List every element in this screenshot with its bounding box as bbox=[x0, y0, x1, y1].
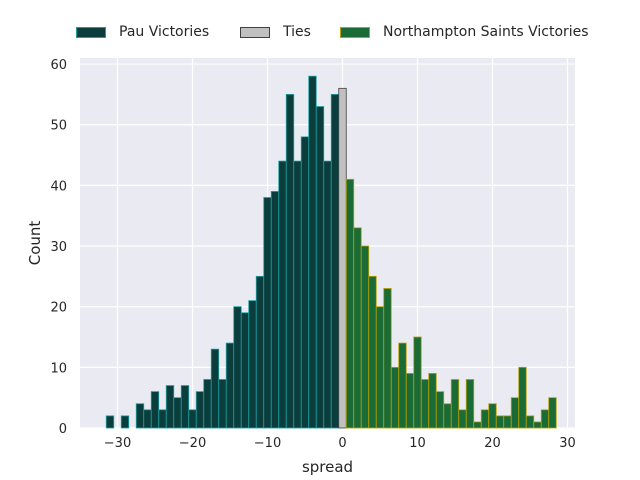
x-tick-label: 30 bbox=[559, 436, 576, 451]
x-tick-label: 10 bbox=[409, 436, 426, 451]
bars-group bbox=[105, 75, 557, 429]
bar-pau-victories bbox=[233, 306, 242, 429]
bar-pau-victories bbox=[323, 160, 332, 429]
x-tick-label: −30 bbox=[104, 436, 131, 451]
bar-northampton-saints-victories bbox=[368, 275, 377, 429]
y-tick-label: 30 bbox=[50, 240, 67, 255]
bar-northampton-saints-victories bbox=[443, 403, 452, 429]
x-axis-ticks: −30 −20 −10 0 10 20 30 bbox=[104, 436, 576, 451]
legend-item-northampton-victories: Northampton Saints Victories bbox=[340, 24, 589, 40]
bar-pau-victories bbox=[180, 385, 190, 429]
x-tick-label: 0 bbox=[338, 436, 346, 451]
bar-northampton-saints-victories bbox=[375, 306, 385, 429]
x-tick-label: −10 bbox=[254, 436, 281, 451]
y-tick-label: 0 bbox=[59, 422, 67, 437]
bar-northampton-saints-victories bbox=[518, 366, 527, 429]
bar-pau-victories bbox=[270, 191, 280, 429]
bar-pau-victories bbox=[195, 391, 205, 429]
bar-pau-victories bbox=[300, 136, 310, 429]
bar-northampton-saints-victories bbox=[413, 336, 422, 429]
bar-northampton-saints-victories bbox=[525, 415, 535, 429]
x-tick-label: 20 bbox=[484, 436, 501, 451]
bar-pau-victories bbox=[165, 385, 175, 429]
bar-pau-victories bbox=[285, 93, 295, 429]
chart-legend: Pau Victories Ties Northampton Saints Vi… bbox=[0, 24, 640, 48]
bar-northampton-saints-victories bbox=[548, 397, 557, 429]
bar-northampton-saints-victories bbox=[428, 373, 437, 429]
bar-northampton-saints-victories bbox=[458, 409, 467, 429]
legend-swatch-ties bbox=[240, 26, 270, 38]
bar-northampton-saints-victories bbox=[503, 415, 512, 429]
bar-ties bbox=[338, 87, 347, 429]
bar-pau-victories bbox=[218, 379, 227, 429]
y-tick-label: 50 bbox=[50, 119, 67, 134]
bar-northampton-saints-victories bbox=[435, 391, 445, 429]
bar-northampton-saints-victories bbox=[345, 178, 355, 429]
bar-pau-victories bbox=[210, 348, 220, 429]
y-tick-label: 40 bbox=[50, 179, 67, 194]
bar-pau-victories bbox=[150, 391, 160, 429]
bar-pau-victories bbox=[330, 93, 340, 429]
legend-label-ties: Ties bbox=[283, 24, 311, 40]
legend-label-pau-victories: Pau Victories bbox=[119, 24, 210, 40]
y-tick-label: 20 bbox=[50, 301, 67, 316]
bar-pau-victories bbox=[158, 409, 167, 429]
bar-northampton-saints-victories bbox=[473, 421, 482, 429]
bar-northampton-saints-victories bbox=[510, 397, 520, 429]
y-axis-ticks: 0 10 20 30 40 50 60 bbox=[50, 58, 67, 437]
bar-northampton-saints-victories bbox=[420, 379, 430, 429]
bar-northampton-saints-victories bbox=[405, 373, 415, 429]
bar-northampton-saints-victories bbox=[360, 245, 370, 429]
y-tick-label: 60 bbox=[50, 58, 67, 73]
bar-pau-victories bbox=[278, 160, 287, 429]
bar-pau-victories bbox=[203, 379, 212, 429]
bar-northampton-saints-victories bbox=[390, 366, 400, 429]
bar-pau-victories bbox=[135, 403, 145, 429]
bar-pau-victories bbox=[315, 106, 325, 429]
x-tick-label: −20 bbox=[179, 436, 206, 451]
bar-pau-victories bbox=[105, 415, 115, 429]
bar-northampton-saints-victories bbox=[353, 227, 362, 429]
bar-northampton-saints-victories bbox=[495, 415, 505, 429]
bar-northampton-saints-victories bbox=[383, 288, 392, 429]
bar-pau-victories bbox=[173, 397, 182, 429]
bar-northampton-saints-victories bbox=[398, 342, 407, 429]
bar-pau-victories bbox=[293, 160, 302, 429]
bar-pau-victories bbox=[225, 342, 235, 429]
bar-northampton-saints-victories bbox=[488, 403, 497, 429]
bar-northampton-saints-victories bbox=[533, 421, 542, 429]
legend-swatch-pau-victories bbox=[76, 26, 106, 38]
legend-swatch-northampton-victories bbox=[340, 26, 370, 38]
bar-northampton-saints-victories bbox=[465, 379, 475, 429]
bar-pau-victories bbox=[240, 312, 250, 429]
bar-pau-victories bbox=[255, 275, 265, 429]
bar-pau-victories bbox=[188, 409, 197, 429]
legend-item-pau-victories: Pau Victories bbox=[76, 24, 209, 40]
bar-pau-victories bbox=[120, 415, 130, 429]
legend-label-northampton-victories: Northampton Saints Victories bbox=[383, 24, 589, 40]
y-tick-label: 10 bbox=[50, 361, 67, 376]
bar-northampton-saints-victories bbox=[540, 409, 550, 429]
legend-item-ties: Ties bbox=[240, 24, 311, 40]
bar-pau-victories bbox=[248, 300, 257, 429]
x-axis-label: spread bbox=[302, 458, 353, 476]
y-axis-label: Count bbox=[26, 221, 44, 266]
bar-pau-victories bbox=[143, 409, 152, 429]
bar-northampton-saints-victories bbox=[480, 409, 490, 429]
bar-northampton-saints-victories bbox=[450, 379, 460, 429]
bar-pau-victories bbox=[308, 75, 317, 429]
bar-pau-victories bbox=[263, 197, 272, 429]
